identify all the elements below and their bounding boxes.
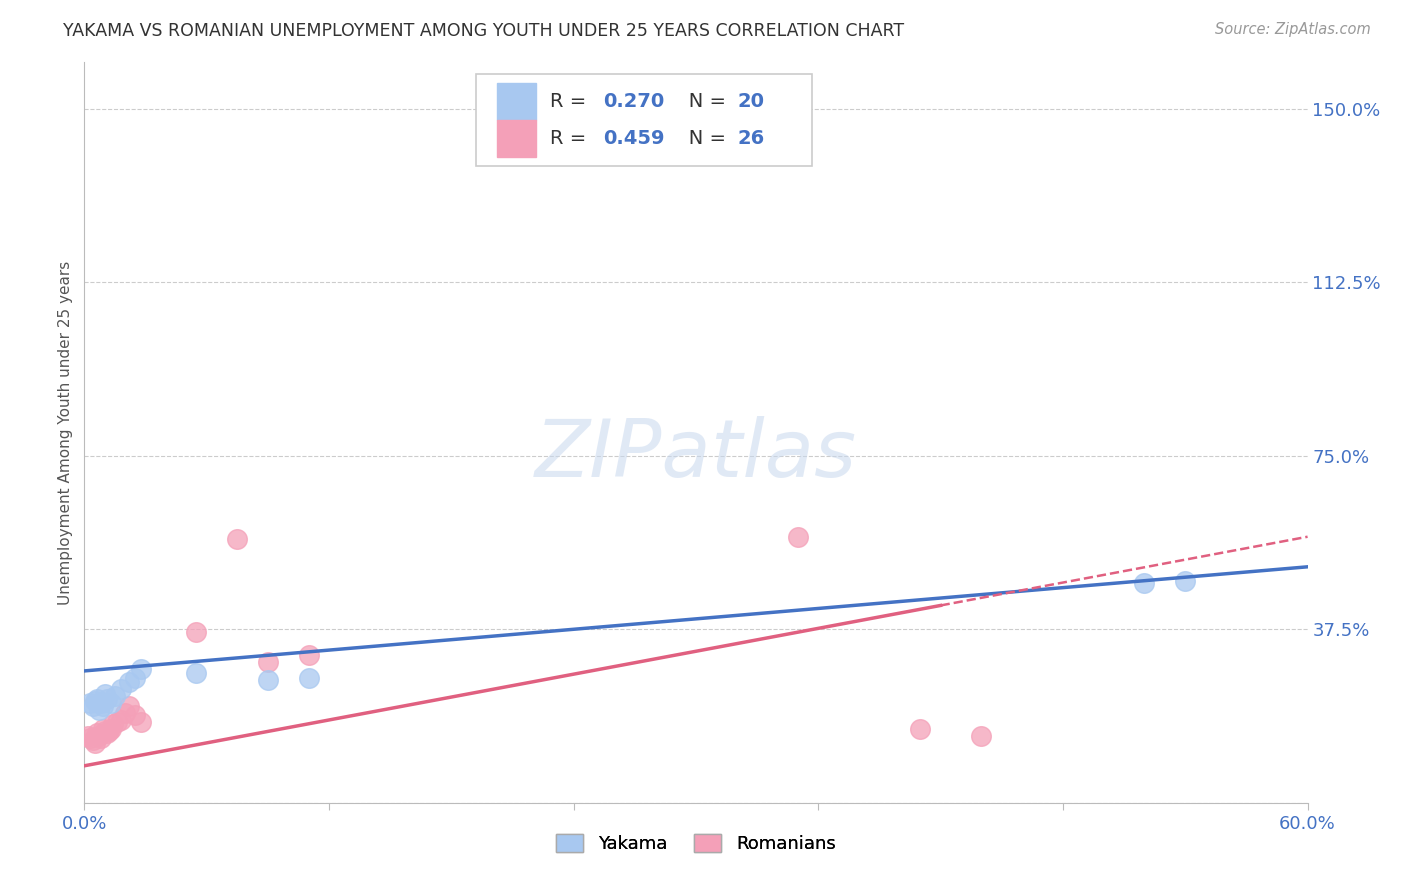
Point xyxy=(96,691,118,706)
Text: Source: ZipAtlas.com: Source: ZipAtlas.com xyxy=(1215,22,1371,37)
Point xyxy=(298,648,321,662)
Point xyxy=(87,729,110,743)
Point xyxy=(787,530,810,544)
FancyBboxPatch shape xyxy=(496,83,536,120)
Point xyxy=(87,703,110,717)
Text: 0.459: 0.459 xyxy=(603,129,665,148)
Point xyxy=(105,714,128,729)
Text: YAKAMA VS ROMANIAN UNEMPLOYMENT AMONG YOUTH UNDER 25 YEARS CORRELATION CHART: YAKAMA VS ROMANIAN UNEMPLOYMENT AMONG YO… xyxy=(63,22,904,40)
Point xyxy=(91,722,114,736)
Point xyxy=(79,696,101,710)
Point xyxy=(82,733,104,747)
Point xyxy=(93,687,115,701)
Point xyxy=(86,726,108,740)
Text: 20: 20 xyxy=(738,92,765,111)
Text: R =: R = xyxy=(550,92,593,111)
Point xyxy=(93,724,115,739)
Point xyxy=(100,696,122,710)
Point xyxy=(83,694,105,708)
FancyBboxPatch shape xyxy=(475,73,813,166)
FancyBboxPatch shape xyxy=(496,120,536,157)
Text: N =: N = xyxy=(671,129,733,148)
Point xyxy=(124,671,146,685)
Point xyxy=(82,698,104,713)
Point xyxy=(910,722,932,736)
Point xyxy=(226,532,249,546)
Point xyxy=(101,717,124,731)
Point xyxy=(114,706,136,720)
Point xyxy=(970,729,993,743)
Text: ZIPatlas: ZIPatlas xyxy=(534,416,858,494)
Text: N =: N = xyxy=(671,92,733,111)
Point xyxy=(131,662,153,676)
Point xyxy=(186,624,208,639)
Point xyxy=(118,698,141,713)
Point xyxy=(96,726,118,740)
Point xyxy=(257,655,280,669)
Point xyxy=(131,714,153,729)
Text: 0.270: 0.270 xyxy=(603,92,664,111)
Point xyxy=(83,736,105,750)
Text: R =: R = xyxy=(550,129,593,148)
Y-axis label: Unemployment Among Youth under 25 years: Unemployment Among Youth under 25 years xyxy=(58,260,73,605)
Point xyxy=(1133,576,1156,591)
Point xyxy=(110,682,132,697)
Point xyxy=(90,696,112,710)
Point xyxy=(186,666,208,681)
Point xyxy=(90,731,112,745)
Point xyxy=(118,675,141,690)
Legend: Yakama, Romanians: Yakama, Romanians xyxy=(550,827,842,861)
Point xyxy=(86,691,108,706)
Point xyxy=(110,713,132,727)
Point xyxy=(79,731,101,745)
Point xyxy=(91,698,114,713)
Point xyxy=(100,722,122,736)
Point xyxy=(298,671,321,685)
Text: 26: 26 xyxy=(738,129,765,148)
Point xyxy=(124,707,146,722)
Point xyxy=(97,724,120,739)
Point xyxy=(77,729,100,743)
Point xyxy=(1174,574,1197,588)
Point xyxy=(104,690,127,704)
Point xyxy=(257,673,280,688)
